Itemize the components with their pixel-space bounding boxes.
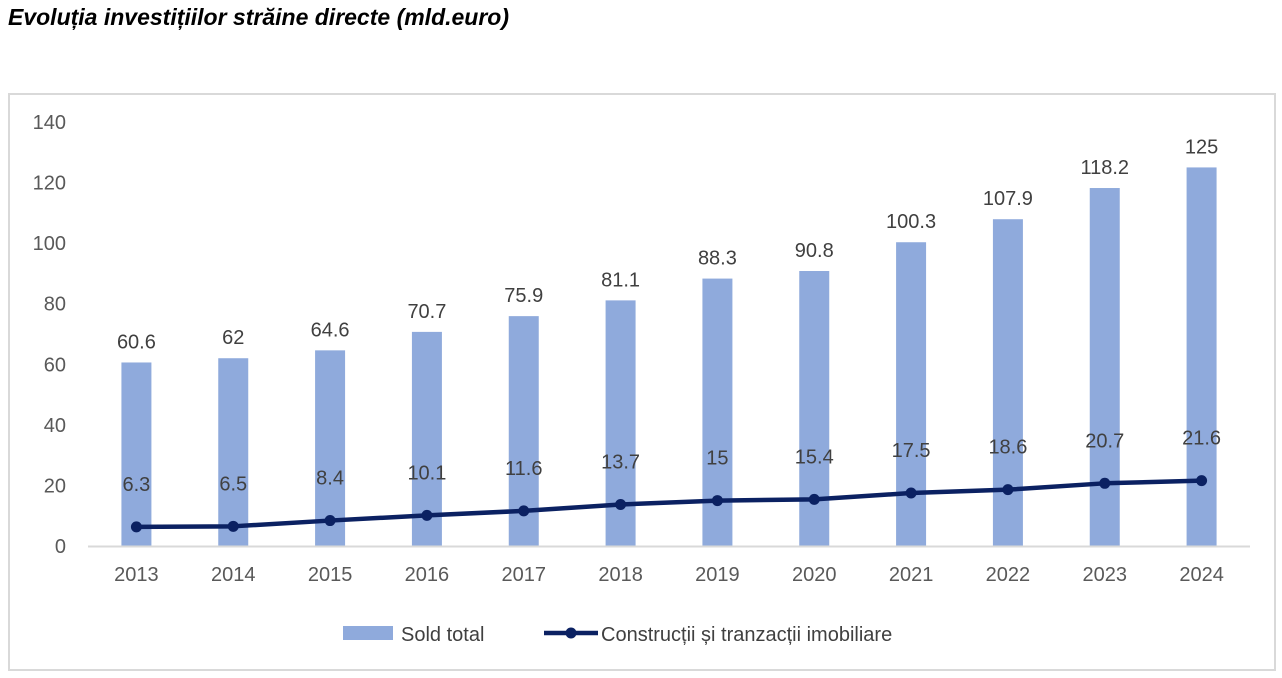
line-point xyxy=(905,487,917,499)
legend-swatch-sold-total xyxy=(343,626,393,640)
y-tick-label: 120 xyxy=(33,173,66,195)
line-point xyxy=(1099,477,1111,489)
legend-label-sold-total: Sold total xyxy=(401,624,484,646)
line-point xyxy=(808,493,820,505)
bar-sold-total xyxy=(218,358,249,546)
x-tick-label: 2016 xyxy=(405,564,450,586)
x-tick-label: 2013 xyxy=(114,564,159,586)
line-point xyxy=(130,521,142,533)
bar-sold-total xyxy=(1186,167,1217,546)
line-data-label: 6.5 xyxy=(219,473,247,495)
y-tick-label: 20 xyxy=(44,475,66,497)
line-data-label: 8.4 xyxy=(316,468,344,490)
bar-data-label: 90.8 xyxy=(795,240,834,262)
x-tick-label: 2021 xyxy=(889,564,934,586)
line-data-label: 13.7 xyxy=(601,452,640,474)
line-construction xyxy=(136,478,1202,530)
line-point xyxy=(1196,475,1208,487)
line-data-label: 17.5 xyxy=(892,440,931,462)
chart-frame xyxy=(8,93,1276,671)
bar-data-label: 64.6 xyxy=(311,319,350,341)
line-point xyxy=(518,505,530,517)
bar-data-label: 125 xyxy=(1185,136,1218,158)
y-tick-label: 100 xyxy=(33,233,66,255)
bar-data-label: 100.3 xyxy=(886,211,936,233)
bar-data-label: 118.2 xyxy=(1080,157,1129,179)
bar-sold-total xyxy=(121,362,152,546)
y-tick-label: 40 xyxy=(44,415,66,437)
bar-sold-total xyxy=(992,219,1023,546)
bar-data-label: 81.1 xyxy=(601,269,640,291)
bar-data-label: 60.6 xyxy=(117,331,156,353)
x-tick-label: 2017 xyxy=(502,564,547,586)
line-data-label: 15.4 xyxy=(795,446,834,468)
bar-data-label: 88.3 xyxy=(698,248,737,270)
line-data-label: 11.6 xyxy=(505,458,542,480)
y-tick-label: 80 xyxy=(44,294,66,316)
bar-data-label: 75.9 xyxy=(504,285,543,307)
bar-sold-total xyxy=(315,350,346,546)
bar-sold-total xyxy=(896,242,927,546)
bar-data-label: 70.7 xyxy=(407,301,446,323)
line-point xyxy=(227,520,239,532)
x-tick-label: 2023 xyxy=(1083,564,1128,586)
x-tick-label: 2014 xyxy=(211,564,256,586)
line-data-label: 15 xyxy=(706,448,728,470)
y-tick-label: 60 xyxy=(44,354,66,376)
x-tick-label: 2024 xyxy=(1179,564,1224,586)
bar-data-label: 62 xyxy=(222,327,244,349)
line-data-label: 18.6 xyxy=(988,437,1027,459)
line-point xyxy=(711,495,723,507)
x-tick-label: 2019 xyxy=(695,564,740,586)
line-data-label: 10.1 xyxy=(407,462,446,484)
y-tick-label: 140 xyxy=(33,112,66,134)
legend-marker-construction xyxy=(565,627,577,639)
line-point xyxy=(615,499,627,511)
line-data-label: 20.7 xyxy=(1085,430,1124,452)
x-tick-label: 2015 xyxy=(308,564,353,586)
bar-data-label: 107.9 xyxy=(983,188,1033,210)
line-point xyxy=(1002,484,1014,496)
x-tick-label: 2022 xyxy=(986,564,1031,586)
x-tick-label: 2020 xyxy=(792,564,837,586)
bar-sold-total xyxy=(1089,188,1120,546)
chart-title: Evoluția investițiilor străine directe (… xyxy=(8,4,510,30)
x-tick-label: 2018 xyxy=(598,564,643,586)
line-point xyxy=(421,509,433,521)
y-tick-label: 0 xyxy=(55,536,66,558)
line-point xyxy=(324,515,336,527)
legend-label-construction: Construcții și tranzacții imobiliare xyxy=(601,624,892,646)
line-data-label: 21.6 xyxy=(1182,428,1221,450)
line-data-label: 6.3 xyxy=(123,474,151,496)
